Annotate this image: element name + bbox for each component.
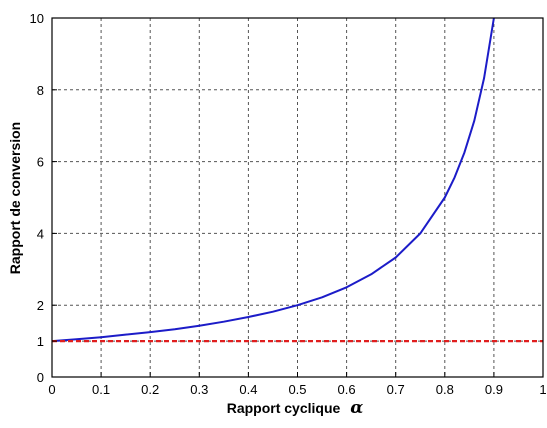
y-tick-label: 1 bbox=[37, 334, 44, 349]
x-tick-label: 0.5 bbox=[288, 382, 306, 397]
plot-frame bbox=[52, 18, 543, 377]
y-tick-label: 10 bbox=[30, 11, 44, 26]
x-tick-label: 0.6 bbox=[338, 382, 356, 397]
y-axis-title: Rapport de conversion bbox=[7, 122, 23, 274]
x-axis-title-symbol: α bbox=[350, 398, 363, 418]
x-tick-label: 0 bbox=[48, 382, 55, 397]
labels: Rapport cyclique α Rapport de conversion bbox=[7, 122, 363, 418]
x-tick-label: 0.9 bbox=[485, 382, 503, 397]
y-tick-label: 8 bbox=[37, 83, 44, 98]
x-tick-label: 0.3 bbox=[190, 382, 208, 397]
x-tick-label: 0.1 bbox=[92, 382, 110, 397]
x-axis-title-text: Rapport cyclique bbox=[227, 400, 341, 416]
conversion-ratio-series bbox=[52, 18, 494, 341]
x-tick-label: 1 bbox=[539, 382, 546, 397]
x-axis-title: Rapport cyclique α bbox=[227, 398, 364, 418]
y-tick-label: 6 bbox=[37, 155, 44, 170]
x-tick-label: 0.2 bbox=[141, 382, 159, 397]
y-tick-label: 2 bbox=[37, 298, 44, 313]
y-tick-label: 0 bbox=[37, 370, 44, 385]
grid bbox=[52, 18, 543, 377]
x-tick-label: 0.7 bbox=[387, 382, 405, 397]
x-tick-label: 0.8 bbox=[436, 382, 454, 397]
y-tick-label: 4 bbox=[37, 226, 44, 241]
x-tick-label: 0.4 bbox=[239, 382, 257, 397]
